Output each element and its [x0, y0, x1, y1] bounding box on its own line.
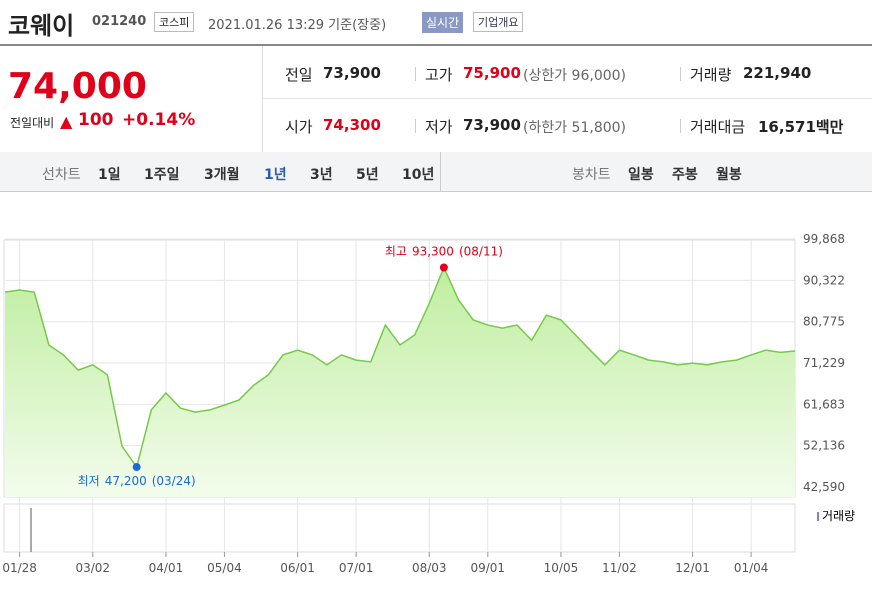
annotation-value-label: 47,200 — [105, 474, 147, 488]
area — [5, 267, 795, 497]
quote-label: 고가 — [425, 66, 453, 84]
candle-tab[interactable]: 월봉 — [716, 167, 742, 183]
x-tick-label: 01/28 — [2, 561, 37, 575]
candle-tab[interactable]: 일봉 — [628, 167, 654, 183]
annotation-value-label: 93,300 — [412, 244, 454, 258]
y-tick-label: 42,590 — [803, 480, 845, 494]
period-tab[interactable]: 5년 — [356, 167, 379, 183]
header: 코웨이 021240 코스피 2021.01.26 13:29 기준(장중) 실… — [0, 0, 872, 46]
x-tick-label: 03/02 — [75, 561, 110, 575]
y-tick-label: 99,868 — [803, 232, 845, 246]
price-box: 74,000 전일대비 ▲ 100 +0.14% — [0, 46, 263, 152]
market-badge: 코스피 — [154, 12, 195, 32]
quote-value: 221,940 — [743, 64, 812, 82]
quote-value: 73,900 — [323, 64, 381, 82]
quote-label: 거래대금 — [690, 118, 746, 136]
annotation-text: 최저 — [78, 474, 100, 488]
change-label: 전일대비 — [10, 116, 55, 130]
period-tab[interactable]: 1주일 — [144, 167, 180, 183]
quote-label: 시가 — [285, 118, 313, 136]
x-tick-label: 08/03 — [412, 561, 447, 575]
quote-value: 75,900 — [463, 64, 521, 82]
period-tab[interactable]: 10년 — [402, 167, 435, 183]
candle-tab[interactable]: 주봉 — [672, 167, 698, 183]
period-tab[interactable]: 3개월 — [204, 167, 240, 183]
y-tick-label: 61,683 — [803, 397, 845, 411]
x-tick-label: 07/01 — [339, 561, 374, 575]
divider — [415, 119, 416, 133]
annotation-text: 최고 — [385, 244, 407, 258]
x-tick-label: 11/02 — [602, 561, 637, 575]
price: 74,000 — [8, 66, 147, 107]
x-tick-label: 04/01 — [149, 561, 184, 575]
tab-bar: 선차트 봉차트 1일 1주일 3개월 1년 3년 5년 10년 일봉 주봉 월봉 — [0, 152, 872, 192]
period-tab[interactable]: 3년 — [310, 167, 333, 183]
extreme-point — [132, 463, 141, 472]
quote-note: (상한가 96,000) — [523, 68, 627, 84]
volume-label: 거래량 — [822, 509, 855, 523]
x-tick-label: 01/04 — [734, 561, 769, 575]
quote-note: (하한가 51,800) — [523, 120, 627, 136]
quote-label: 저가 — [425, 118, 453, 136]
stock-name: 코웨이 — [8, 12, 75, 40]
annotation-date: (08/11) — [459, 244, 503, 258]
extreme-point — [439, 263, 448, 272]
divider — [680, 119, 681, 133]
timestamp: 2021.01.26 13:29 기준(장중) — [208, 18, 387, 33]
stock-code: 021240 — [92, 14, 147, 29]
annotation-date: (03/24) — [152, 474, 196, 488]
quote-label: 전일 — [285, 66, 313, 84]
quote-label: 거래량 — [690, 66, 732, 84]
x-tick-label: 05/04 — [207, 561, 242, 575]
y-tick-label: 52,136 — [803, 439, 845, 453]
quote-value: 73,900 — [463, 116, 521, 134]
realtime-button[interactable]: 실시간 — [422, 12, 464, 33]
up-icon: ▲ — [60, 112, 73, 131]
candle-chart-label: 봉차트 — [572, 167, 611, 183]
divider — [415, 67, 416, 81]
x-tick-label: 10/05 — [544, 561, 579, 575]
company-info-button[interactable]: 기업개요 — [473, 12, 524, 32]
chart: 거래량 42,590 52,136 61,683 71,229 80,775 90,322… — [2, 232, 855, 575]
x-tick-label: 12/01 — [675, 561, 710, 575]
divider — [680, 67, 681, 81]
quote-value: 16,571백만 — [758, 118, 844, 136]
x-tick-label: 09/01 — [470, 561, 505, 575]
line-chart-label: 선차트 — [42, 167, 81, 183]
y-tick-label: 80,775 — [803, 315, 845, 329]
quote-panel: 74,000 전일대비 ▲ 100 +0.14% 전일 73,900 고가 75,90… — [0, 46, 872, 153]
y-tick-label: 71,229 — [803, 356, 845, 370]
period-tab[interactable]: 1일 — [98, 167, 121, 183]
change-rate: +0.14% — [122, 110, 196, 130]
quote-value: 74,300 — [323, 116, 381, 134]
annotation: 최고 93,300 (08/11) — [385, 244, 503, 258]
y-tick-label: 90,322 — [803, 273, 845, 287]
period-tab[interactable]: 1년 — [264, 167, 287, 183]
change: 100 — [78, 110, 114, 130]
annotation: 최저 47,200 (03/24) — [78, 474, 196, 488]
x-tick-label: 06/01 — [280, 561, 315, 575]
